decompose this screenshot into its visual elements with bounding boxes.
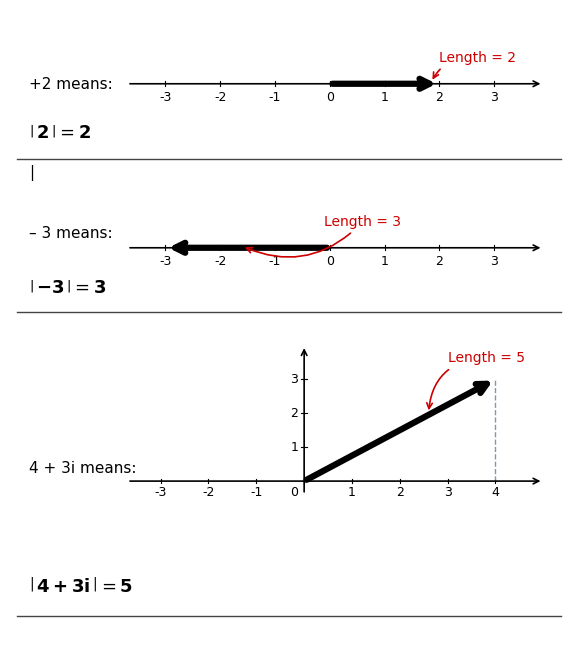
Text: $\left|\, \mathbf{-3}\, \right| = \mathbf{3}$: $\left|\, \mathbf{-3}\, \right| = \mathb… (29, 278, 106, 297)
Text: 1: 1 (291, 441, 298, 454)
Text: -2: -2 (214, 255, 227, 268)
Text: 3: 3 (444, 486, 451, 499)
Text: 0: 0 (326, 91, 334, 104)
Text: +2 means:: +2 means: (29, 77, 113, 92)
Text: 1: 1 (380, 255, 388, 268)
Text: 2: 2 (291, 406, 298, 420)
Text: Length = 5: Length = 5 (427, 351, 525, 408)
Text: 1: 1 (380, 91, 388, 104)
Text: -3: -3 (154, 486, 167, 499)
Text: 3: 3 (490, 91, 498, 104)
Text: -1: -1 (269, 255, 281, 268)
Text: -2: -2 (214, 91, 227, 104)
Text: -3: -3 (160, 91, 172, 104)
Text: – 3 means:: – 3 means: (29, 226, 113, 241)
Text: 2: 2 (396, 486, 404, 499)
Text: -1: -1 (269, 91, 281, 104)
Text: 2: 2 (435, 255, 443, 268)
Text: 0: 0 (290, 486, 298, 499)
Text: -1: -1 (250, 486, 262, 499)
Text: -2: -2 (202, 486, 214, 499)
Text: 0: 0 (326, 255, 334, 268)
Text: 3: 3 (291, 373, 298, 386)
Text: |: | (29, 165, 34, 181)
Text: 1: 1 (348, 486, 356, 499)
Text: $\left|\, \mathbf{2}\, \right| = \mathbf{2}$: $\left|\, \mathbf{2}\, \right| = \mathbf… (29, 124, 91, 142)
Text: 4 + 3i means:: 4 + 3i means: (29, 461, 136, 475)
Text: 3: 3 (490, 255, 498, 268)
Text: 4: 4 (491, 486, 499, 499)
Text: Length = 3: Length = 3 (246, 214, 401, 257)
Text: -3: -3 (160, 255, 172, 268)
Text: 2: 2 (435, 91, 443, 104)
Text: $\left|\, \mathbf{4 + 3i}\, \right| = \mathbf{5}$: $\left|\, \mathbf{4 + 3i}\, \right| = \m… (29, 577, 133, 596)
Text: Length = 2: Length = 2 (434, 50, 516, 78)
